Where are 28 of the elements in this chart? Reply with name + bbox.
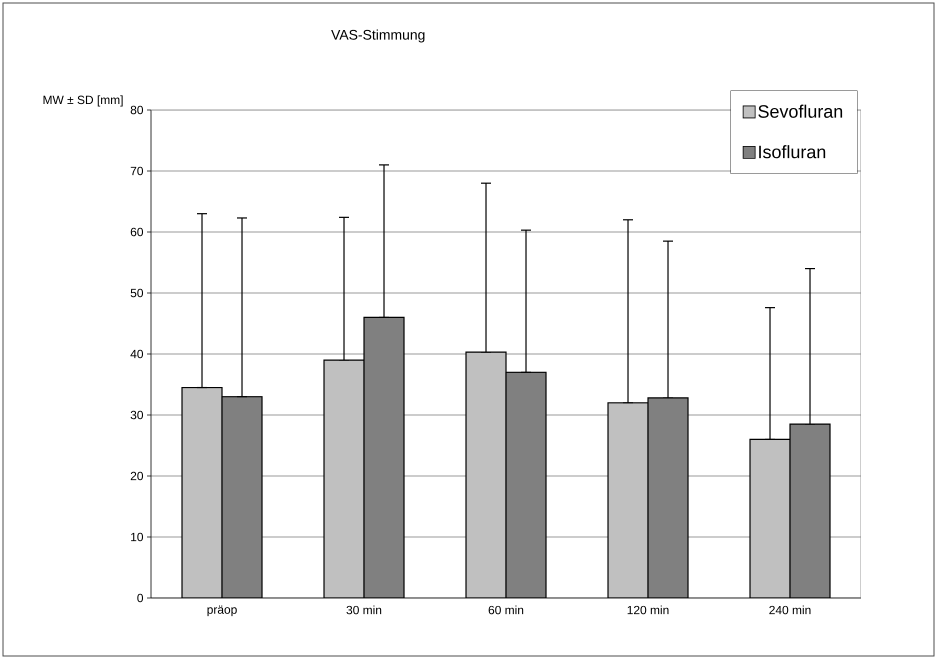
bar — [465, 352, 507, 598]
y-tick-label: 40 — [130, 350, 144, 358]
x-tick-label: 60 min — [488, 606, 524, 614]
y-tick-label: 0 — [137, 594, 144, 602]
bar — [505, 372, 547, 598]
y-tick-label: 60 — [130, 228, 144, 236]
bar — [181, 386, 223, 598]
y-axis-title: MW ± SD [mm] — [44, 95, 123, 106]
y-tick-label: 70 — [130, 166, 144, 176]
x-tick-label: 120 min — [628, 606, 668, 614]
bar — [749, 438, 791, 598]
bar — [363, 316, 405, 598]
bar — [789, 424, 831, 598]
y-tick-label: 30 — [130, 410, 144, 420]
x-tick-label: 30 min — [346, 606, 382, 614]
bar — [607, 402, 649, 598]
x-tick-label: präop — [207, 606, 237, 616]
bar — [221, 396, 263, 598]
bar — [323, 359, 365, 598]
bar — [647, 397, 689, 598]
chart-title: VAS-Stimmung — [331, 29, 424, 42]
y-tick-label: 80 — [130, 106, 144, 114]
legend-label: Isofluran — [759, 145, 826, 158]
legend-label: Sevofluran — [758, 104, 842, 118]
y-tick-label: 10 — [131, 532, 144, 542]
y-tick-label: 50 — [130, 288, 144, 298]
y-tick-label: 20 — [130, 472, 144, 480]
x-tick-label: 240 min — [769, 606, 810, 614]
